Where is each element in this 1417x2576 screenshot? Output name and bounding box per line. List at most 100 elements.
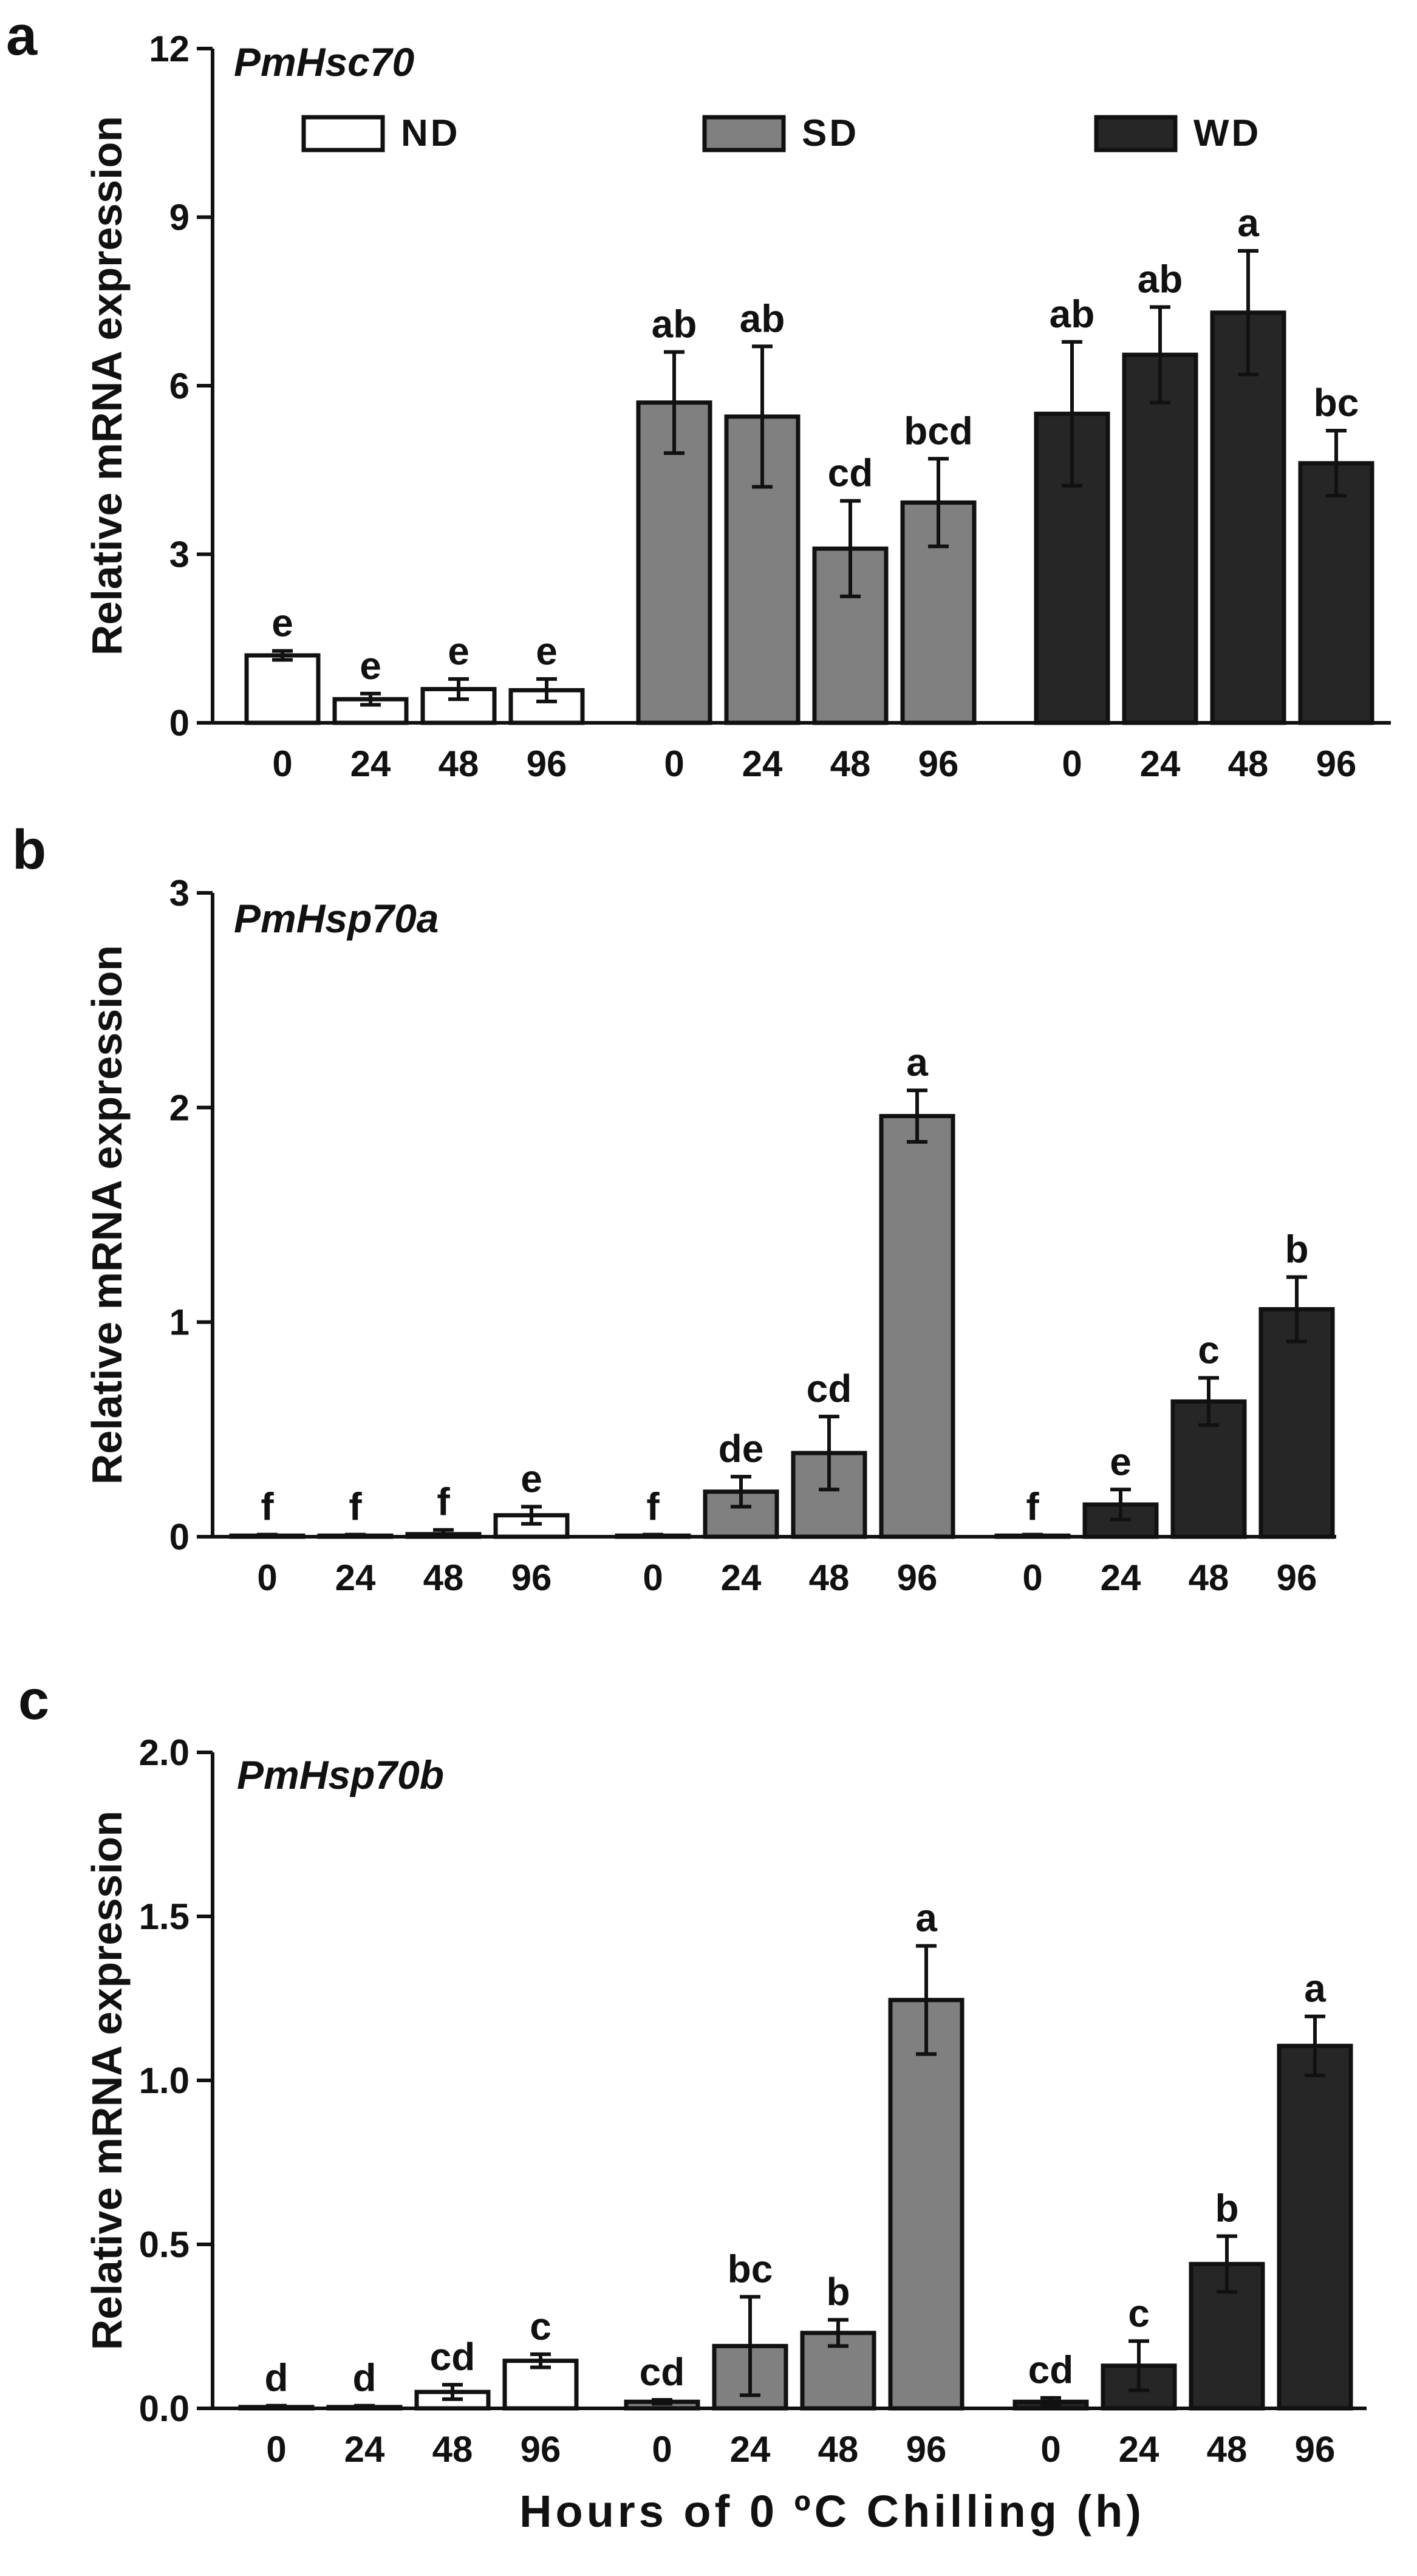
significance-letter: a bbox=[1237, 201, 1259, 245]
significance-letter: b bbox=[826, 2270, 850, 2314]
significance-letter: ab bbox=[1138, 258, 1183, 301]
bar-nd-0 bbox=[244, 653, 321, 725]
x-tick-label: 48 bbox=[818, 2429, 859, 2470]
bar-sd-0 bbox=[636, 400, 712, 725]
y-tick-label: 3 bbox=[169, 535, 190, 575]
bar-wd-48 bbox=[1210, 310, 1286, 725]
significance-letter: f bbox=[349, 1484, 362, 1528]
significance-letter: e bbox=[536, 629, 558, 673]
significance-letter: c bbox=[1128, 2291, 1150, 2335]
y-tick-label: 9 bbox=[169, 197, 190, 238]
significance-letter: f bbox=[646, 1484, 660, 1528]
legend-swatch-sd bbox=[702, 115, 786, 152]
y-tick-label: 0.5 bbox=[139, 2224, 190, 2265]
y-tick-label: 0 bbox=[169, 703, 190, 743]
x-tick-label: 24 bbox=[344, 2429, 385, 2470]
bar-wd-96 bbox=[1298, 461, 1374, 725]
significance-letter: b bbox=[1285, 1227, 1308, 1271]
x-tick-label: 48 bbox=[809, 1557, 850, 1598]
x-tick-label: 24 bbox=[350, 743, 391, 784]
significance-letter: c bbox=[1198, 1328, 1220, 1372]
y-tick-label: 1.5 bbox=[139, 1896, 190, 1937]
x-tick-label: 48 bbox=[1207, 2429, 1248, 2470]
significance-letter: f bbox=[437, 1480, 450, 1524]
x-tick-label: 48 bbox=[1228, 743, 1269, 784]
x-tick-label: 24 bbox=[1101, 1557, 1141, 1598]
significance-letter: e bbox=[271, 601, 293, 645]
x-tick-label: 24 bbox=[742, 743, 783, 784]
significance-letter: d bbox=[352, 2356, 376, 2400]
x-tick-label: 24 bbox=[1140, 743, 1181, 784]
x-tick-label: 0 bbox=[652, 2429, 672, 2470]
chart-title: PmHsc70 bbox=[234, 39, 414, 84]
x-tick-label: 0 bbox=[272, 743, 292, 784]
x-tick-label: 0 bbox=[664, 743, 684, 784]
significance-letter: a bbox=[906, 1040, 928, 1084]
significance-letter: e bbox=[521, 1457, 542, 1501]
y-tick-label: 0 bbox=[169, 1517, 190, 1557]
bar-sd-96 bbox=[879, 1113, 955, 1539]
significance-letter: ab bbox=[652, 302, 697, 346]
significance-letter: de bbox=[719, 1427, 764, 1471]
y-tick-label: 0.0 bbox=[139, 2388, 190, 2429]
significance-letter: bc bbox=[1314, 381, 1359, 425]
panel-letter: c bbox=[18, 1669, 49, 1731]
legend-swatch-wd bbox=[1094, 115, 1178, 152]
significance-letter: e bbox=[360, 644, 381, 688]
significance-letter: c bbox=[530, 2304, 551, 2348]
bar-wd-96 bbox=[1258, 1307, 1335, 1539]
significance-letter: f bbox=[1026, 1484, 1039, 1528]
significance-letter: e bbox=[448, 629, 469, 673]
x-tick-label: 24 bbox=[730, 2429, 771, 2470]
x-tick-label: 0 bbox=[266, 2429, 286, 2470]
y-tick-label: 3 bbox=[169, 873, 190, 914]
legend-label-wd: WD bbox=[1193, 112, 1261, 154]
x-tick-label: 24 bbox=[721, 1557, 762, 1598]
significance-letter: cd bbox=[430, 2335, 476, 2379]
x-tick-label: 0 bbox=[257, 1557, 277, 1598]
x-tick-label: 24 bbox=[335, 1557, 376, 1598]
chart-title: PmHsp70b bbox=[237, 1752, 444, 1797]
bar-wd-24 bbox=[1122, 352, 1198, 725]
y-tick-label: 2.0 bbox=[139, 1732, 190, 1773]
x-tick-label: 96 bbox=[897, 1557, 938, 1598]
x-tick-label: 48 bbox=[423, 1557, 464, 1598]
significance-letter: e bbox=[1110, 1440, 1132, 1483]
y-tick-label: 2 bbox=[169, 1087, 190, 1128]
x-tick-label: 96 bbox=[521, 2429, 561, 2470]
significance-letter: f bbox=[261, 1484, 274, 1528]
x-tick-label: 96 bbox=[511, 1557, 552, 1598]
y-axis-label: Relative mRNA expression bbox=[83, 945, 131, 1484]
significance-letter: cd bbox=[807, 1367, 852, 1410]
significance-letter: ab bbox=[1050, 292, 1095, 336]
significance-letter: bc bbox=[728, 2247, 773, 2291]
significance-letter: cd bbox=[1028, 2348, 1074, 2392]
significance-letter: bcd bbox=[904, 409, 973, 453]
panel-letter: a bbox=[6, 5, 38, 67]
significance-letter: b bbox=[1215, 2187, 1238, 2230]
bar-sd-96 bbox=[888, 1998, 965, 2411]
x-tick-label: 0 bbox=[1040, 2429, 1060, 2470]
x-tick-label: 96 bbox=[918, 743, 959, 784]
x-tick-label: 96 bbox=[1316, 743, 1357, 784]
chart-title: PmHsp70a bbox=[234, 896, 439, 941]
significance-letter: a bbox=[915, 1896, 937, 1940]
legend-label-nd: ND bbox=[401, 112, 460, 154]
legend-swatch-nd bbox=[301, 115, 385, 152]
x-tick-label: 0 bbox=[1062, 743, 1082, 784]
y-tick-label: 12 bbox=[149, 29, 190, 69]
y-tick-label: 1.0 bbox=[139, 2060, 190, 2101]
x-tick-label: 96 bbox=[1295, 2429, 1336, 2470]
significance-letter: a bbox=[1304, 1967, 1326, 2011]
significance-letter: cd bbox=[640, 2350, 685, 2394]
significance-letter: cd bbox=[828, 451, 873, 495]
x-tick-label: 48 bbox=[439, 743, 479, 784]
x-tick-label: 96 bbox=[527, 743, 567, 784]
bar-wd-96 bbox=[1277, 2043, 1353, 2411]
x-tick-label: 48 bbox=[1189, 1557, 1229, 1598]
significance-letter: d bbox=[264, 2356, 288, 2400]
x-tick-label: 0 bbox=[1022, 1557, 1042, 1598]
